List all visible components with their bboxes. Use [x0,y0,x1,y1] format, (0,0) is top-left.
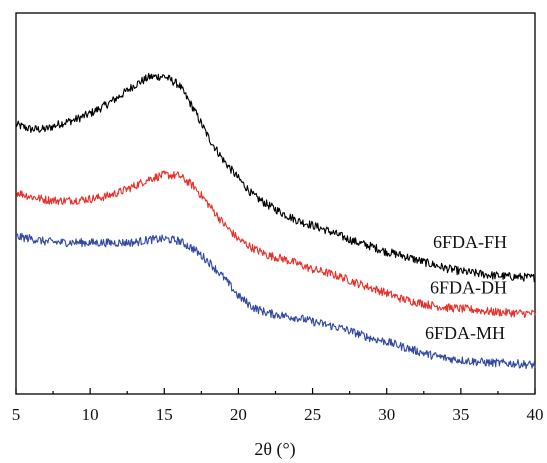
series-line-6fda-fh [15,72,536,283]
series-label-6fda-mh: 6FDA-MH [425,323,505,343]
series-line-6fda-mh [15,232,536,370]
x-axis-ticks [15,388,536,394]
x-tick-label: 30 [378,405,395,424]
series-labels: 6FDA-FH 6FDA-DH 6FDA-MH [425,232,507,343]
x-axis-tick-labels: 5 10 15 20 25 30 35 40 [12,405,544,424]
series-lines [15,72,536,370]
x-tick-label: 20 [230,405,247,424]
x-tick-label: 40 [527,405,544,424]
x-tick-label: 5 [12,405,21,424]
series-line-6fda-dh [15,170,536,318]
x-tick-label: 10 [82,405,99,424]
series-label-6fda-fh: 6FDA-FH [433,232,507,252]
x-axis-title: 2θ (°) [254,439,295,460]
x-tick-label: 25 [304,405,321,424]
x-tick-label: 35 [452,405,469,424]
x-tick-label: 15 [156,405,173,424]
series-label-6fda-dh: 6FDA-DH [430,278,507,298]
